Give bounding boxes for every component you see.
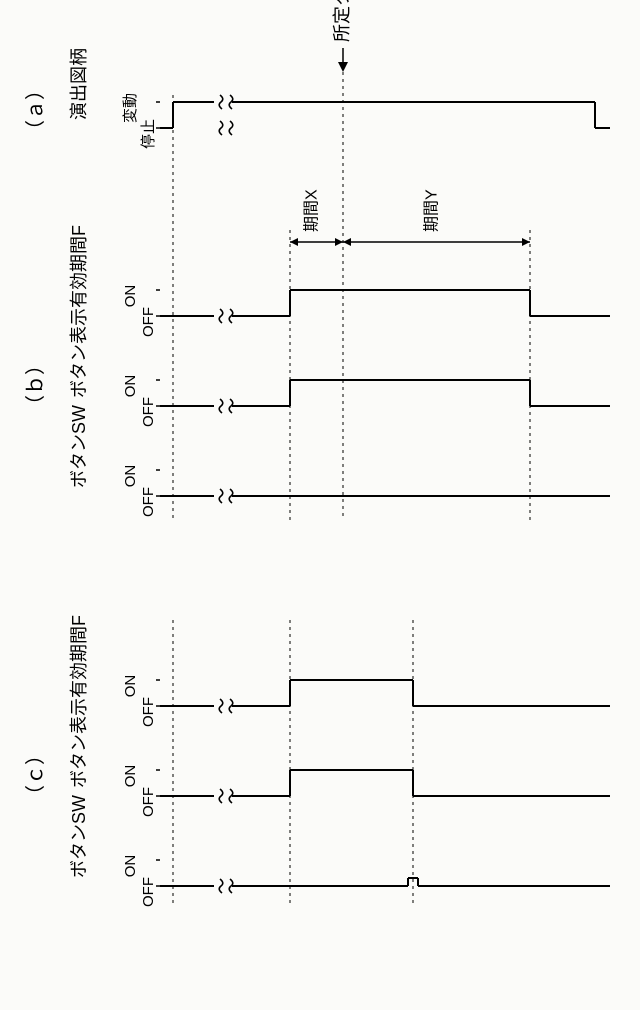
yuko-f-c-label: 有効期間F bbox=[69, 615, 89, 698]
section-tag-a: （ａ） bbox=[24, 80, 47, 140]
button-sw-c-label: ボタンSW bbox=[69, 795, 89, 878]
canvas-bg bbox=[0, 0, 640, 1010]
button-disp-b-state-high: ON bbox=[122, 375, 139, 398]
section-tag-c: （ｃ） bbox=[24, 745, 47, 805]
periodY-label: 期間Y bbox=[423, 189, 441, 232]
top-label: 所定タイミング bbox=[332, 0, 352, 42]
button-disp-c-state-low: OFF bbox=[140, 787, 157, 817]
button-disp-c-state-high: ON bbox=[122, 765, 139, 788]
yuko-f-c-state-low: OFF bbox=[140, 697, 157, 727]
button-sw-b-state-high: ON bbox=[122, 465, 139, 488]
button-sw-c-state-high: ON bbox=[122, 855, 139, 878]
yuko-f-b-state-high: ON bbox=[122, 285, 139, 308]
periodX-label: 期間X bbox=[303, 189, 321, 232]
button-sw-b-state-low: OFF bbox=[140, 487, 157, 517]
button-disp-b-state-low: OFF bbox=[140, 397, 157, 427]
section-tag-b: （ｂ） bbox=[24, 355, 47, 415]
button-disp-b-label: ボタン表示 bbox=[69, 308, 89, 398]
yuko-f-b-state-low: OFF bbox=[140, 307, 157, 337]
button-sw-b-label: ボタンSW bbox=[69, 405, 89, 488]
enshutsu-state-high: 変動 bbox=[122, 93, 139, 123]
button-disp-c-label: ボタン表示 bbox=[69, 698, 89, 788]
yuko-f-b-label: 有効期間F bbox=[69, 225, 89, 308]
enshutsu-state-low: 停止 bbox=[140, 119, 157, 149]
enshutsu-label: 演出図柄 bbox=[69, 48, 89, 120]
button-sw-c-state-low: OFF bbox=[140, 877, 157, 907]
yuko-f-c-state-high: ON bbox=[122, 675, 139, 698]
